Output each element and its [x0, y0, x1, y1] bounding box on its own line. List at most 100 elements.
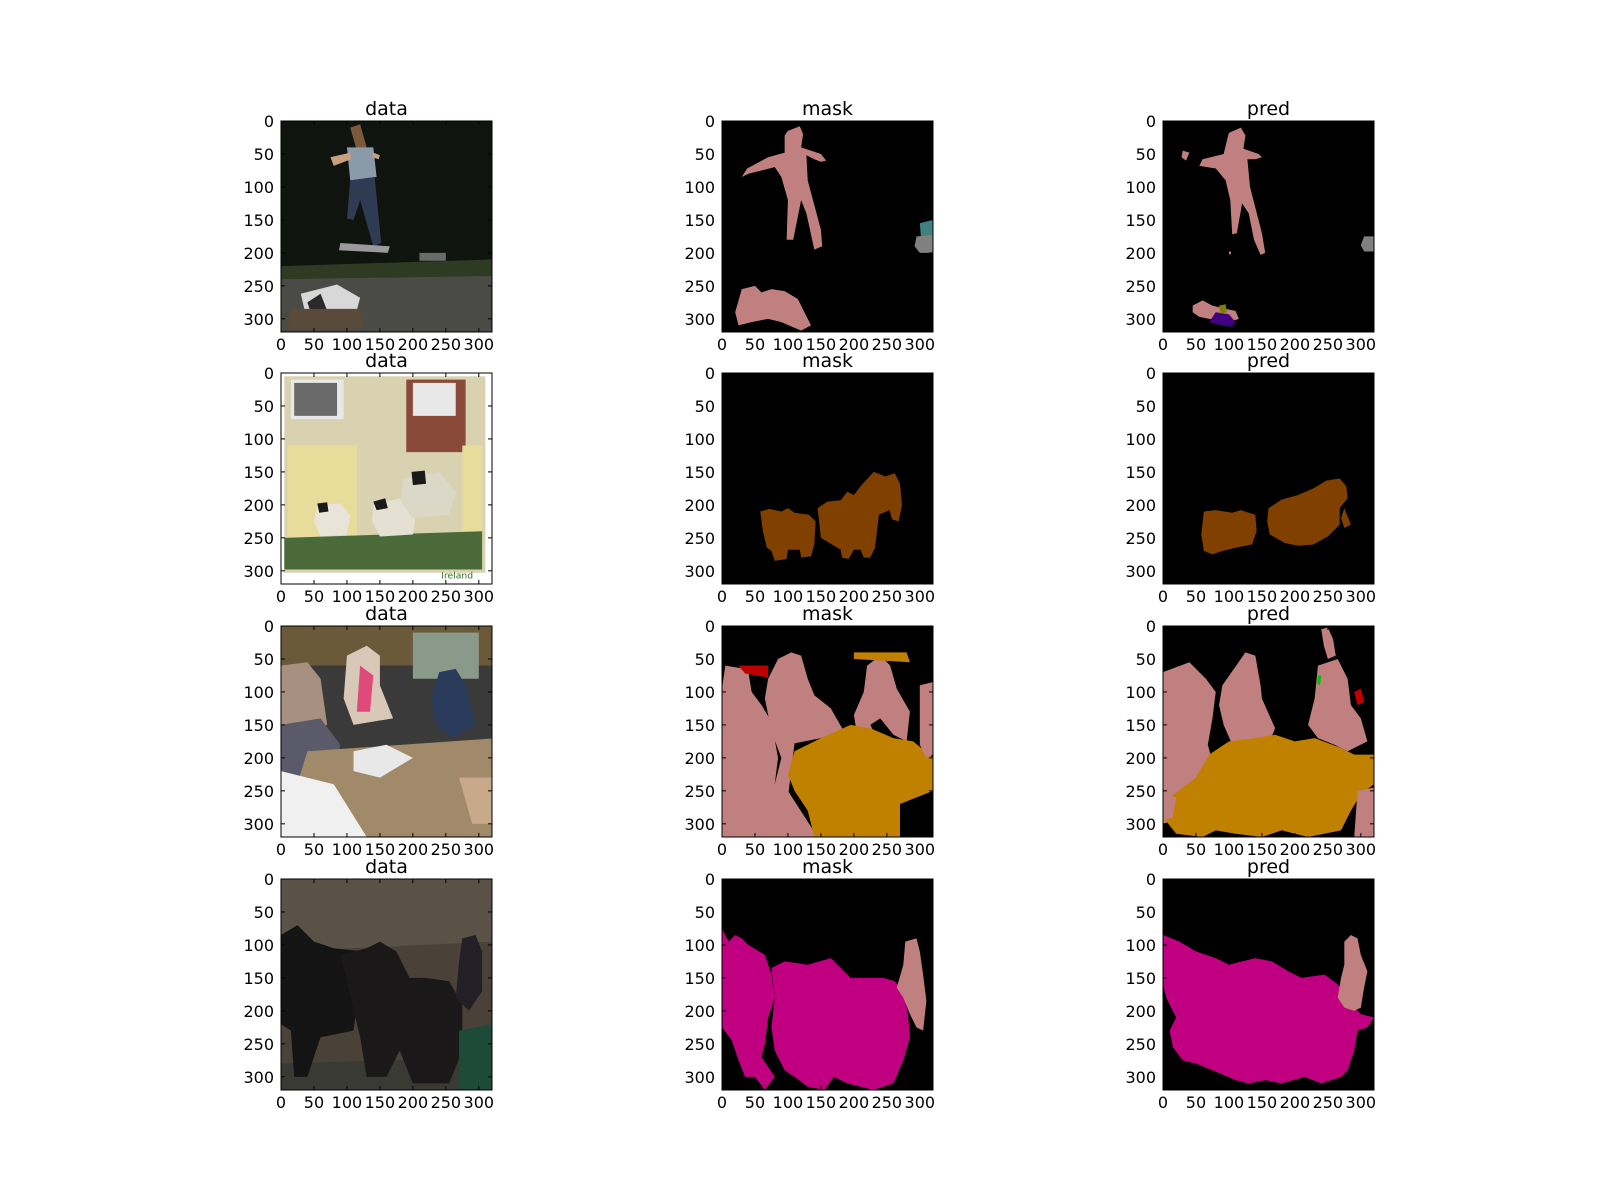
region [914, 235, 933, 253]
mask-segmentation [722, 373, 933, 584]
x-tick-label: 200 [398, 840, 429, 859]
x-tick-label: 150 [1247, 1093, 1278, 1112]
y-tick-label: 300 [684, 562, 715, 581]
x-tick-label: 0 [717, 840, 727, 859]
y-tick-label: 200 [243, 244, 274, 263]
region [1219, 652, 1276, 745]
x-tick-label: 0 [1158, 840, 1168, 859]
x-tick-label: 300 [464, 587, 495, 606]
y-tick-label: 300 [1125, 562, 1156, 581]
axes-frame [721, 625, 934, 838]
y-tick-label: 150 [1125, 716, 1156, 735]
x-tick-label: 50 [304, 1093, 324, 1112]
region [741, 126, 827, 250]
region [817, 471, 903, 559]
y-tick-label: 100 [1125, 936, 1156, 955]
x-tick-label: 50 [304, 840, 324, 859]
axes-frame [721, 878, 934, 1091]
x-tick-label: 300 [905, 587, 936, 606]
region [1199, 127, 1266, 255]
axes-frame [1162, 878, 1375, 1091]
y-tick-label: 200 [243, 1002, 274, 1021]
region [1267, 478, 1348, 546]
axes-title: pred [1247, 98, 1290, 120]
region [411, 470, 427, 486]
y-tick-label: 0 [264, 112, 274, 131]
x-tick-label: 200 [839, 335, 870, 354]
axes-frame [280, 625, 493, 838]
y-tick-label: 50 [695, 650, 715, 669]
y-tick-label: 0 [705, 617, 715, 636]
y-tick-label: 50 [1136, 650, 1156, 669]
y-tick-label: 50 [695, 397, 715, 416]
region [346, 147, 377, 181]
region [281, 662, 328, 732]
region [1337, 935, 1368, 1011]
x-tick-label: 100 [1214, 335, 1245, 354]
region [373, 498, 388, 511]
y-tick-label: 200 [684, 496, 715, 515]
x-tick-label: 200 [839, 1093, 870, 1112]
region [1228, 251, 1231, 255]
y-tick-label: 50 [1136, 145, 1156, 164]
x-tick-label: 200 [398, 1093, 429, 1112]
y-tick-label: 150 [243, 716, 274, 735]
y-tick-label: 250 [243, 529, 274, 548]
x-tick-label: 250 [872, 840, 903, 859]
x-tick-label: 250 [1313, 840, 1344, 859]
x-tick-label: 100 [332, 335, 363, 354]
y-tick-label: 250 [1125, 529, 1156, 548]
x-tick-label: 0 [1158, 1093, 1168, 1112]
mask-segmentation [722, 626, 933, 837]
region [1354, 688, 1365, 706]
region [356, 665, 374, 712]
y-tick-label: 300 [1125, 815, 1156, 834]
axes-title: data [365, 98, 408, 120]
y-tick-label: 250 [684, 782, 715, 801]
axes-title: data [365, 856, 408, 878]
y-tick-label: 50 [695, 903, 715, 922]
region [1209, 312, 1236, 327]
x-tick-label: 300 [905, 840, 936, 859]
y-tick-label: 100 [1125, 430, 1156, 449]
y-tick-label: 200 [684, 749, 715, 768]
x-tick-label: 100 [332, 840, 363, 859]
y-tick-label: 300 [684, 815, 715, 834]
x-tick-label: 0 [1158, 587, 1168, 606]
region [412, 382, 456, 416]
y-tick-label: 200 [1125, 1002, 1156, 1021]
y-tick-label: 100 [684, 178, 715, 197]
x-tick-label: 250 [431, 587, 462, 606]
x-tick-label: 0 [276, 1093, 286, 1112]
y-tick-label: 50 [1136, 397, 1156, 416]
x-tick-label: 300 [1346, 1093, 1377, 1112]
y-tick-label: 50 [254, 903, 274, 922]
x-tick-label: 100 [773, 840, 804, 859]
region [294, 382, 338, 416]
x-tick-label: 100 [773, 587, 804, 606]
x-tick-label: 250 [1313, 587, 1344, 606]
y-tick-label: 100 [243, 936, 274, 955]
axes-title: pred [1247, 350, 1290, 372]
y-tick-label: 250 [243, 1035, 274, 1054]
x-tick-label: 150 [806, 587, 837, 606]
x-tick-label: 200 [839, 840, 870, 859]
region [722, 373, 933, 584]
x-tick-label: 0 [717, 587, 727, 606]
y-tick-label: 300 [1125, 1068, 1156, 1087]
mask-segmentation [722, 121, 933, 332]
y-tick-label: 50 [254, 397, 274, 416]
x-tick-label: 250 [872, 335, 903, 354]
photo-image: Ireland [281, 373, 492, 584]
y-tick-label: 200 [1125, 749, 1156, 768]
x-tick-label: 50 [1186, 335, 1206, 354]
x-tick-label: 250 [431, 1093, 462, 1112]
region [371, 152, 380, 160]
y-tick-label: 250 [684, 1035, 715, 1054]
axes-frame [1162, 372, 1375, 585]
